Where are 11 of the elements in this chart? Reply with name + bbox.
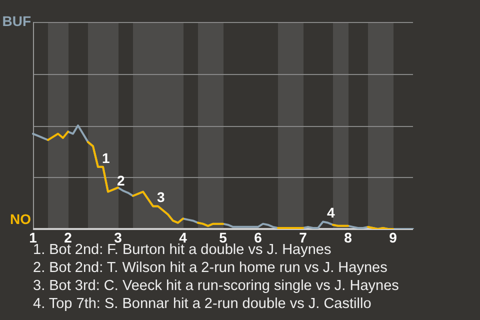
text: 3. Bot 3rd: C. Veeck hit a run-scoring single vs J. Haynes — [33, 277, 399, 295]
x-tick-label: 8 — [344, 229, 352, 246]
text: 2. Bot 2nd: T. Wilson hit a 2-run home run vs J. Haynes — [33, 259, 388, 277]
annotation: 3 — [157, 189, 165, 206]
text: BUF — [2, 12, 32, 29]
annotation: 4 — [327, 204, 335, 221]
annotation: 2 — [117, 172, 125, 189]
x-tick-label: 9 — [389, 229, 398, 246]
annotation: 1 — [102, 150, 110, 166]
text: NO — [10, 210, 32, 227]
text: 4. Top 7th: S. Bonnar hit a 2-run double vs J. Castillo — [33, 295, 372, 313]
